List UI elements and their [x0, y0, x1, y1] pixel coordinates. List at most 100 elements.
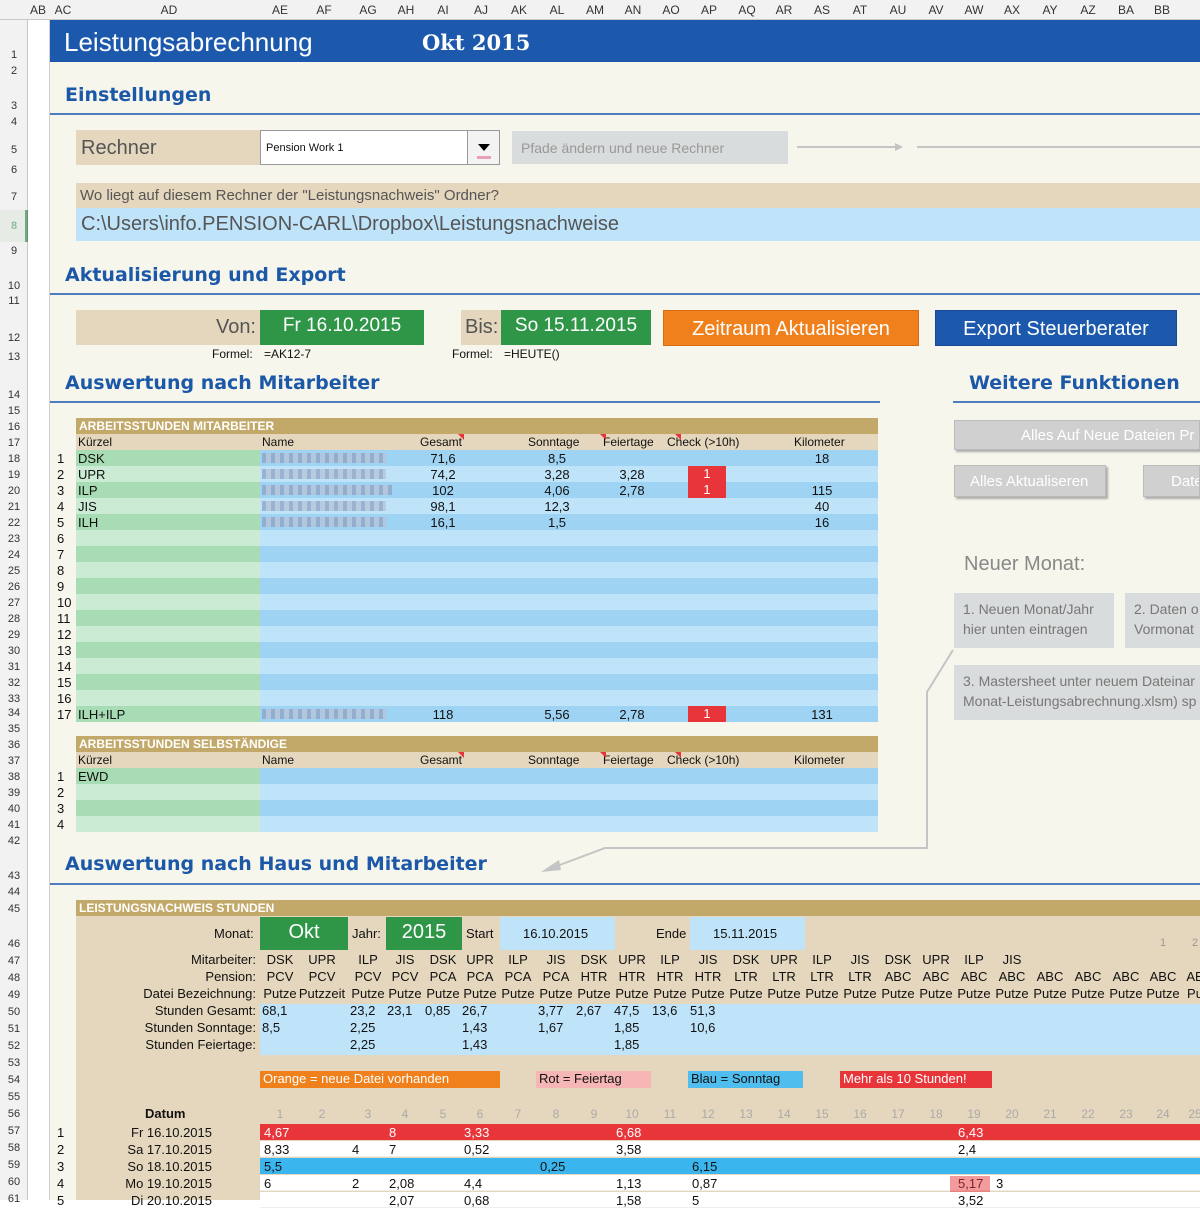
summary-data-row[interactable] — [260, 1021, 1200, 1038]
data-cells[interactable] — [260, 784, 878, 800]
data-cells[interactable] — [260, 768, 878, 784]
row-header-16[interactable]: 16 — [7, 421, 21, 433]
column-header-ae[interactable]: AE — [271, 3, 289, 17]
ende-field[interactable]: 15.11.2015 — [690, 917, 805, 950]
row-header-52[interactable]: 52 — [7, 1040, 21, 1052]
data-cells[interactable] — [260, 594, 878, 610]
row-header-4[interactable]: 4 — [10, 116, 18, 128]
column-header-ac[interactable]: AC — [54, 3, 72, 17]
data-cells[interactable] — [260, 674, 878, 690]
kuerzel-cell[interactable] — [76, 816, 260, 832]
kuerzel-cell[interactable] — [76, 690, 260, 706]
row-header-15[interactable]: 15 — [7, 405, 21, 417]
column-header-ax[interactable]: AX — [1003, 3, 1021, 17]
column-header-aj[interactable]: AJ — [473, 3, 489, 17]
row-header-26[interactable]: 26 — [7, 581, 21, 593]
kuerzel-cell[interactable] — [76, 498, 260, 514]
monat-field[interactable]: Okt — [260, 917, 348, 950]
column-header-ay[interactable]: AY — [1042, 3, 1058, 17]
export-tax-button[interactable]: Export Steuerberater — [935, 310, 1177, 346]
row-header-20[interactable]: 20 — [7, 485, 21, 497]
data-cells[interactable] — [260, 514, 878, 530]
row-header-37[interactable]: 37 — [7, 755, 21, 767]
summary-data-row[interactable] — [260, 1004, 1200, 1021]
row-header-6[interactable]: 6 — [10, 164, 18, 176]
row-header-27[interactable]: 27 — [7, 597, 21, 609]
row-header-25[interactable]: 25 — [7, 565, 21, 577]
data-cells[interactable] — [260, 690, 878, 706]
column-header-au[interactable]: AU — [889, 3, 907, 17]
row-header-23[interactable]: 23 — [7, 533, 21, 545]
column-header-am[interactable]: AM — [586, 3, 604, 17]
data-cells[interactable] — [260, 800, 878, 816]
kuerzel-cell[interactable] — [76, 530, 260, 546]
row-header-51[interactable]: 51 — [7, 1023, 21, 1035]
kuerzel-cell[interactable] — [76, 562, 260, 578]
kuerzel-cell[interactable] — [76, 768, 260, 784]
row-header-34[interactable]: 34 — [7, 707, 21, 719]
row-header-38[interactable]: 38 — [7, 771, 21, 783]
row-header-48[interactable]: 48 — [7, 972, 21, 984]
row-header-14[interactable]: 14 — [7, 389, 21, 401]
row-header-44[interactable]: 44 — [7, 886, 21, 898]
row-header-41[interactable]: 41 — [7, 819, 21, 831]
update-all-button[interactable]: Alles Aktualiseren — [954, 465, 1106, 497]
row-header-31[interactable]: 31 — [7, 661, 21, 673]
rechner-dropdown[interactable]: Pension Work 1 — [260, 130, 500, 165]
date-button[interactable]: Date — [1143, 465, 1200, 497]
row-header-53[interactable]: 53 — [7, 1057, 21, 1069]
column-header-ai[interactable]: AI — [437, 3, 449, 17]
row-header-35[interactable]: 35 — [7, 723, 21, 735]
row-header-43[interactable]: 43 — [7, 870, 21, 882]
kuerzel-cell[interactable] — [76, 514, 260, 530]
row-header-3[interactable]: 3 — [10, 100, 18, 112]
data-cells[interactable] — [260, 562, 878, 578]
kuerzel-cell[interactable] — [76, 642, 260, 658]
row-header-21[interactable]: 21 — [7, 501, 21, 513]
column-header-ap[interactable]: AP — [700, 3, 718, 17]
column-header-aq[interactable]: AQ — [738, 3, 756, 17]
paths-button[interactable]: Pfade ändern und neue Rechner — [512, 131, 788, 164]
row-header-59[interactable]: 59 — [7, 1159, 21, 1171]
start-field[interactable]: 16.10.2015 — [500, 917, 615, 950]
column-header-al[interactable]: AL — [549, 3, 565, 17]
row-header-9[interactable]: 9 — [10, 245, 18, 257]
kuerzel-cell[interactable] — [76, 450, 260, 466]
row-header-39[interactable]: 39 — [7, 787, 21, 799]
row-header-40[interactable]: 40 — [7, 803, 21, 815]
data-cells[interactable] — [260, 578, 878, 594]
row-header-1[interactable]: 1 — [10, 49, 18, 61]
day-row[interactable] — [260, 1141, 1200, 1157]
row-header-10[interactable]: 10 — [7, 280, 21, 292]
data-cells[interactable] — [260, 626, 878, 642]
von-date-field[interactable]: Fr 16.10.2015 — [260, 310, 424, 345]
new-files-button[interactable]: Alles Auf Neue Dateien Pr — [954, 420, 1200, 450]
column-header-af[interactable]: AF — [316, 3, 332, 17]
kuerzel-cell[interactable] — [76, 546, 260, 562]
data-cells[interactable] — [260, 498, 878, 514]
data-cells[interactable] — [260, 450, 878, 466]
column-header-ag[interactable]: AG — [359, 3, 377, 17]
row-header-45[interactable]: 45 — [7, 903, 21, 915]
jahr-field[interactable]: 2015 — [386, 917, 462, 950]
row-header-32[interactable]: 32 — [7, 677, 21, 689]
row-header-2[interactable]: 2 — [10, 65, 18, 77]
column-header-ah[interactable]: AH — [397, 3, 415, 17]
row-header-28[interactable]: 28 — [7, 613, 21, 625]
column-header-ar[interactable]: AR — [775, 3, 793, 17]
kuerzel-cell[interactable] — [76, 610, 260, 626]
row-header-7[interactable]: 7 — [10, 191, 18, 203]
column-header-ak[interactable]: AK — [510, 3, 528, 17]
day-row[interactable] — [260, 1124, 1200, 1140]
kuerzel-cell[interactable] — [76, 482, 260, 498]
row-header-12[interactable]: 12 — [7, 332, 21, 344]
data-cells[interactable] — [260, 816, 878, 832]
row-header-24[interactable]: 24 — [7, 549, 21, 561]
column-header-ab[interactable]: AB — [29, 3, 47, 17]
row-header-61[interactable]: 61 — [7, 1193, 21, 1205]
column-header-at[interactable]: AT — [852, 3, 868, 17]
row-header-47[interactable]: 47 — [7, 955, 21, 967]
kuerzel-cell[interactable] — [76, 674, 260, 690]
row-header-29[interactable]: 29 — [7, 629, 21, 641]
refresh-period-button[interactable]: Zeitraum Aktualisieren — [663, 310, 919, 346]
